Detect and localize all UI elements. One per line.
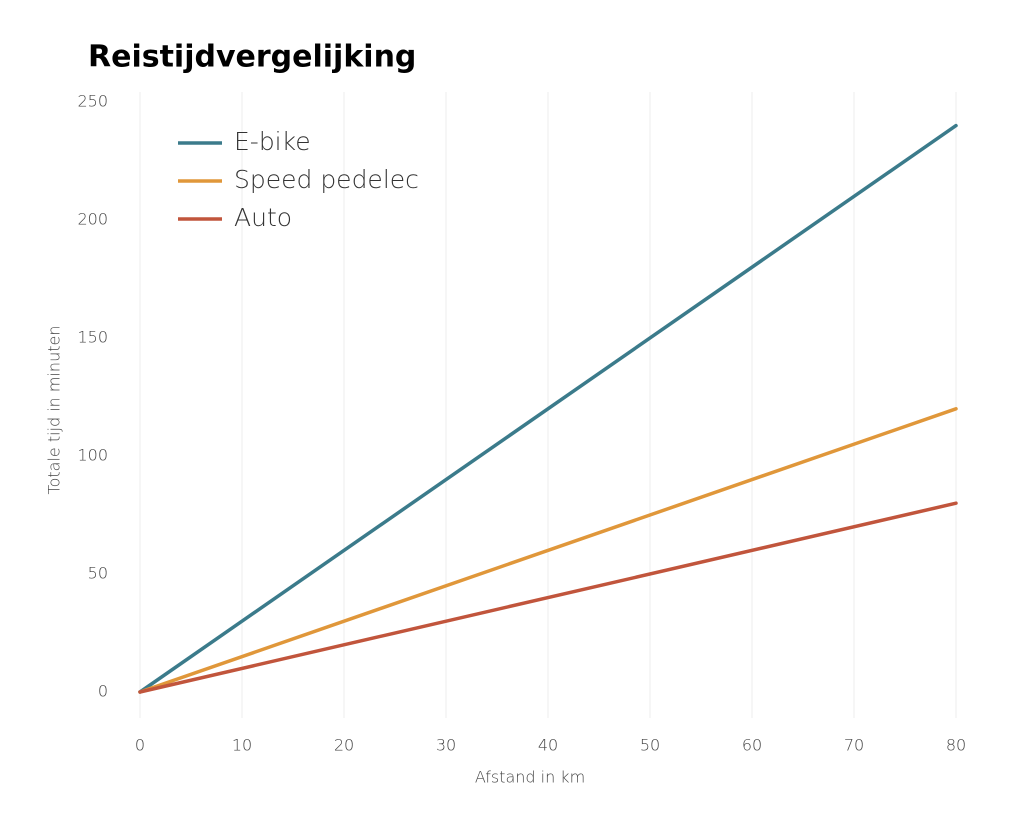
x-tick-label: 60 [742, 736, 762, 755]
series-line [138, 407, 958, 694]
x-tick-label: 30 [436, 736, 456, 755]
x-tick-label: 10 [232, 736, 252, 755]
legend-label: Speed pedelec [234, 165, 419, 194]
chart-title: Reistijdvergelijking [88, 40, 416, 75]
y-tick-label: 50 [88, 564, 108, 583]
y-tick-label: 250 [77, 92, 108, 111]
x-tick-label: 80 [946, 736, 966, 755]
x-axis-label: Afstand in km [475, 768, 585, 787]
series-line [138, 123, 958, 694]
legend-label: E-bike [234, 127, 311, 156]
y-tick-label: 150 [77, 328, 108, 347]
legend-label: Auto [234, 203, 292, 232]
y-tick-label: 0 [98, 682, 108, 701]
y-tick-label: 200 [77, 210, 108, 229]
x-tick-label: 20 [334, 736, 354, 755]
x-tick-label: 70 [844, 736, 864, 755]
y-axis-label: Totale tijd in minuten [45, 326, 64, 495]
x-tick-label: 40 [538, 736, 558, 755]
x-tick-label: 0 [135, 736, 145, 755]
series-line [138, 501, 958, 694]
y-tick-label: 100 [77, 446, 108, 465]
x-tick-label: 50 [640, 736, 660, 755]
